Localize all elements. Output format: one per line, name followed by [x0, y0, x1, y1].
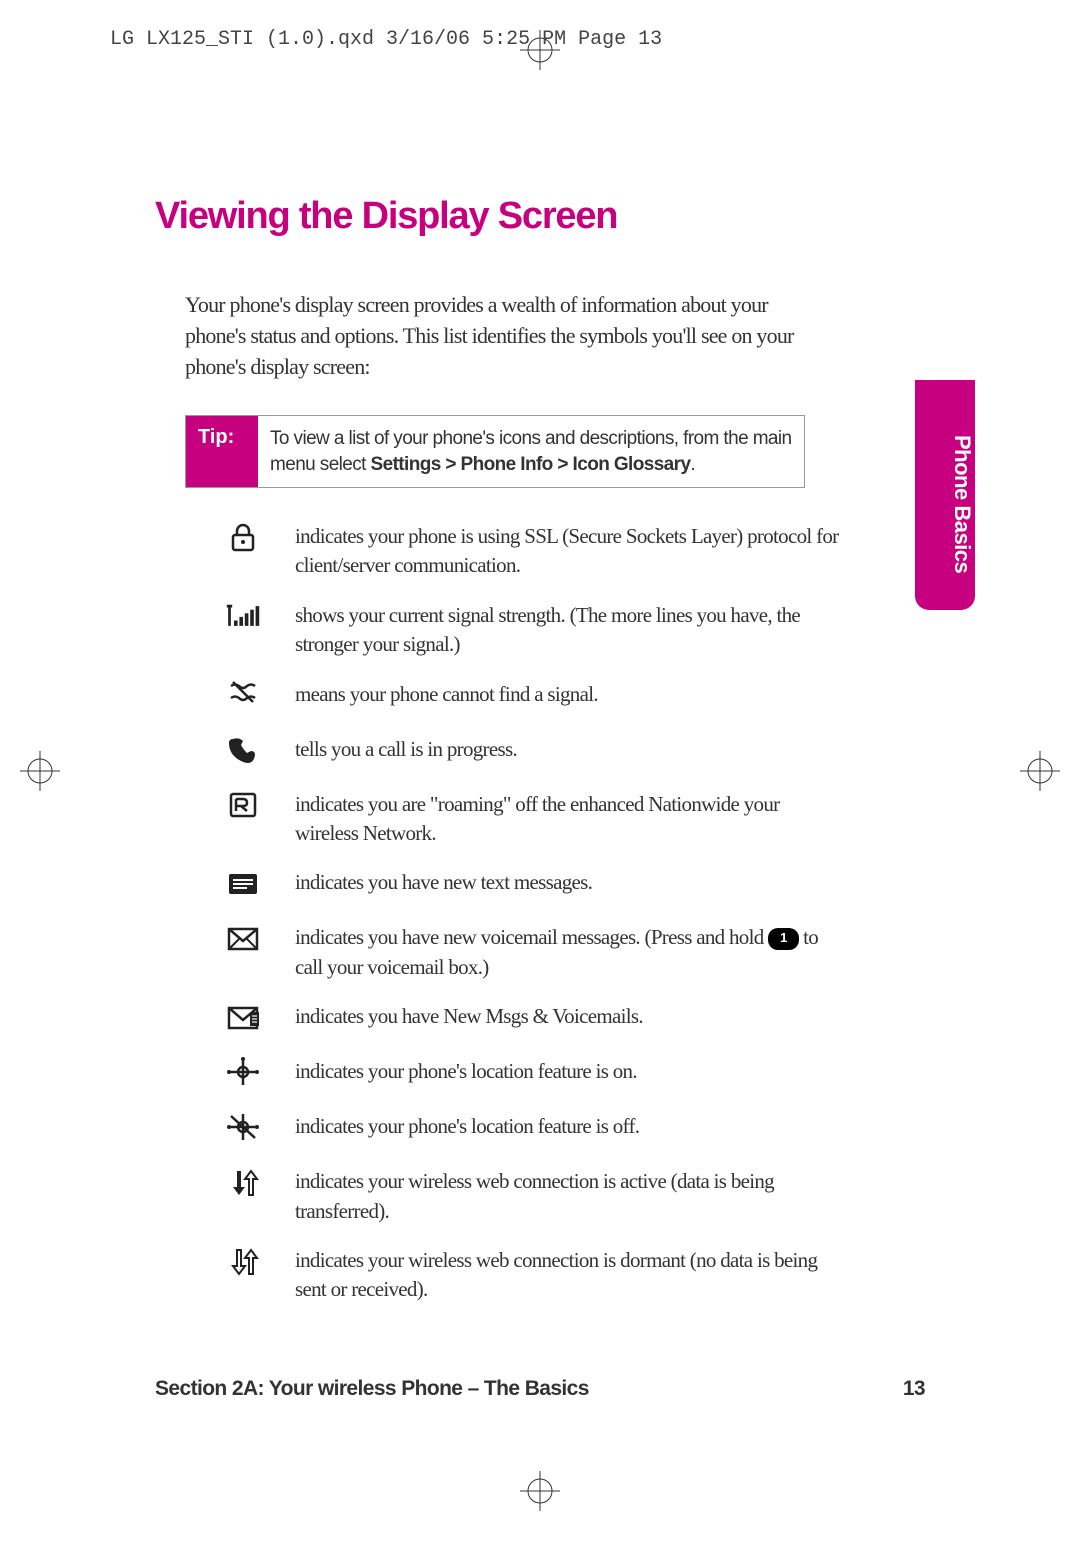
list-item: tells you a call is in progress. — [225, 735, 845, 770]
phone-call-icon — [225, 735, 295, 770]
icon-description: tells you a call is in progress. — [295, 735, 517, 764]
side-tab: Phone Basics — [915, 380, 975, 610]
icon-description: indicates you have new voicemail message… — [295, 923, 845, 982]
tip-content: To view a list of your phone's icons and… — [258, 416, 804, 487]
list-item: indicates your phone's location feature … — [225, 1112, 845, 1147]
list-item: indicates your wireless web connection i… — [225, 1246, 845, 1305]
icon-desc-prefix: indicates you have new voicemail message… — [295, 925, 768, 949]
no-signal-icon — [225, 680, 295, 715]
text-message-icon — [225, 868, 295, 903]
icon-description: indicates you are "roaming" off the enha… — [295, 790, 845, 849]
list-item: shows your current signal strength. (The… — [225, 601, 845, 660]
page-title: Viewing the Display Screen — [155, 195, 617, 238]
web-dormant-icon — [225, 1246, 295, 1281]
tip-box: Tip: To view a list of your phone's icon… — [185, 415, 805, 488]
list-item: indicates you have new voicemail message… — [225, 923, 845, 982]
list-item: indicates you have new text messages. — [225, 868, 845, 903]
icon-description: indicates your phone's location feature … — [295, 1057, 637, 1086]
icon-description: means your phone cannot find a signal. — [295, 680, 598, 709]
icon-glossary-list: indicates your phone is using SSL (Secur… — [225, 522, 845, 1325]
page-footer: Section 2A: Your wireless Phone – The Ba… — [155, 1377, 925, 1401]
tip-text-suffix: . — [690, 454, 695, 475]
list-item: indicates your wireless web connection i… — [225, 1167, 845, 1226]
roaming-icon — [225, 790, 295, 825]
icon-description: shows your current signal strength. (The… — [295, 601, 845, 660]
voicemail-icon — [225, 923, 295, 958]
icon-description: indicates your phone's location feature … — [295, 1112, 639, 1141]
signal-icon — [225, 601, 295, 636]
icon-description: indicates you have New Msgs & Voicemails… — [295, 1002, 643, 1031]
icon-description: indicates your wireless web connection i… — [295, 1167, 845, 1226]
msgs-voicemail-icon — [225, 1002, 295, 1037]
file-header: LG LX125_STI (1.0).qxd 3/16/06 5:25 PM P… — [110, 28, 970, 51]
list-item: indicates you have New Msgs & Voicemails… — [225, 1002, 845, 1037]
key-1-icon: 1 — [768, 928, 799, 949]
location-on-icon — [225, 1057, 295, 1092]
section-label: Section 2A: Your wireless Phone – The Ba… — [155, 1377, 589, 1401]
tip-text-bold: Settings > Phone Info > Icon Glossary — [371, 454, 691, 475]
list-item: means your phone cannot find a signal. — [225, 680, 845, 715]
list-item: indicates your phone's location feature … — [225, 1057, 845, 1092]
web-active-icon — [225, 1167, 295, 1202]
icon-description: indicates your wireless web connection i… — [295, 1246, 845, 1305]
icon-description: indicates you have new text messages. — [295, 868, 592, 897]
page-number: 13 — [903, 1377, 925, 1401]
intro-paragraph: Your phone's display screen provides a w… — [185, 290, 805, 382]
lock-icon — [225, 522, 295, 557]
registration-mark-left-icon — [20, 751, 60, 791]
location-off-icon — [225, 1112, 295, 1147]
list-item: indicates your phone is using SSL (Secur… — [225, 522, 845, 581]
registration-mark-right-icon — [1020, 751, 1060, 791]
tip-label: Tip: — [186, 416, 258, 487]
list-item: indicates you are "roaming" off the enha… — [225, 790, 845, 849]
icon-description: indicates your phone is using SSL (Secur… — [295, 522, 845, 581]
registration-mark-bottom-icon — [520, 1471, 560, 1511]
